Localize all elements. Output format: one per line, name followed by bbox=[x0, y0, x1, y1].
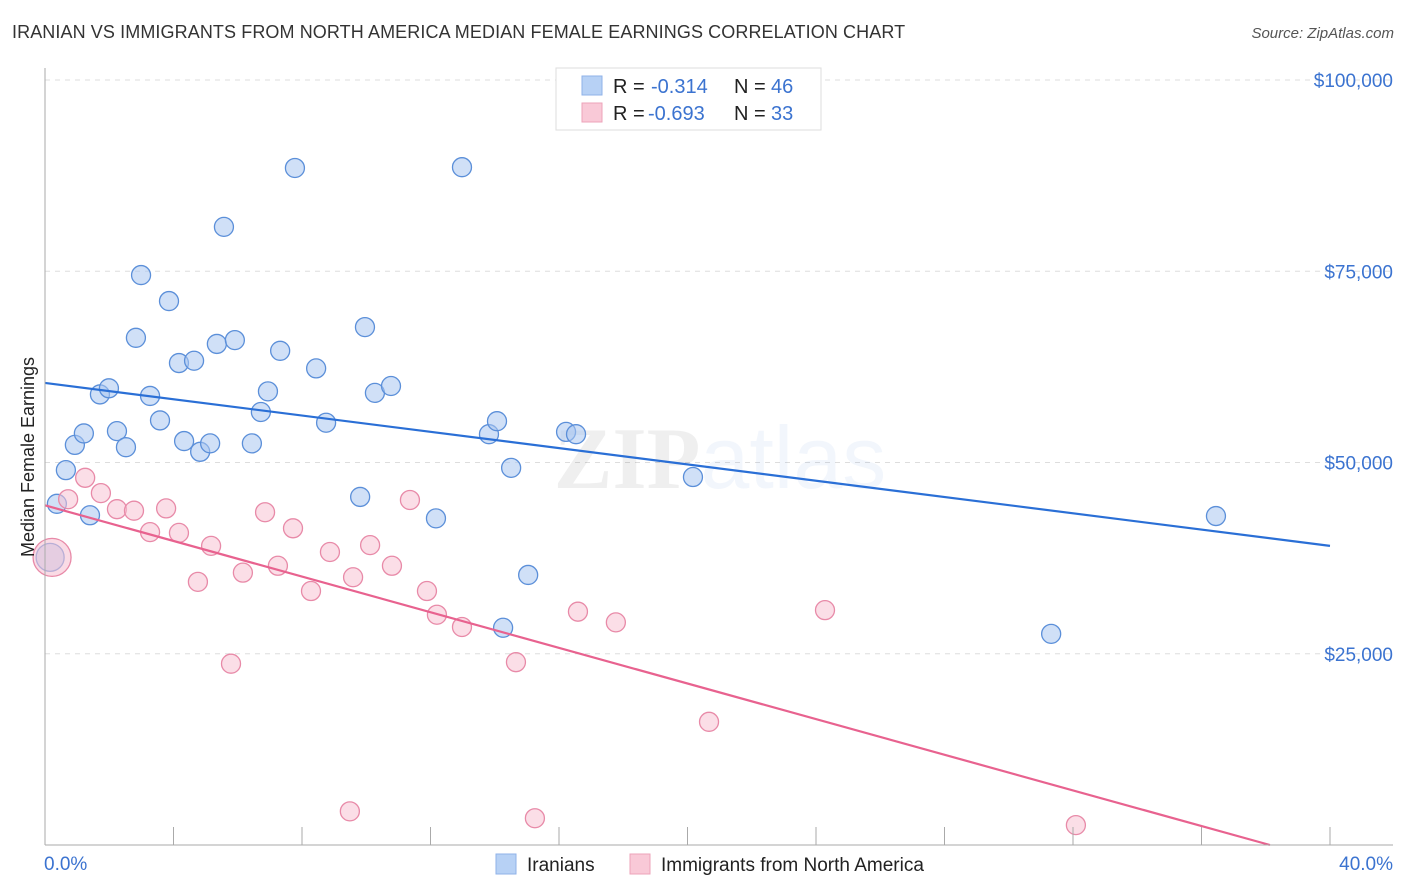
y-tick-label: $100,000 bbox=[1314, 71, 1393, 92]
data-point bbox=[130, 264, 152, 286]
stat-n-0: 46 bbox=[771, 76, 793, 98]
data-point bbox=[505, 652, 527, 673]
data-point bbox=[315, 412, 337, 433]
data-point bbox=[381, 555, 403, 576]
data-point bbox=[300, 580, 322, 602]
data-point bbox=[349, 486, 371, 508]
data-point bbox=[125, 327, 147, 348]
y-tick-label: $75,000 bbox=[1324, 262, 1393, 283]
data-point bbox=[73, 423, 95, 444]
data-point bbox=[814, 599, 836, 621]
stat-r-label-1: R = bbox=[613, 103, 645, 125]
data-point bbox=[106, 499, 128, 520]
data-point bbox=[359, 534, 381, 556]
data-point bbox=[106, 420, 128, 442]
series-legend: Iranians Immigrants from North America bbox=[495, 853, 924, 876]
data-point bbox=[158, 290, 180, 312]
data-point bbox=[220, 653, 242, 674]
data-point bbox=[500, 457, 522, 479]
data-point bbox=[57, 489, 79, 510]
data-point bbox=[524, 808, 546, 829]
data-point bbox=[492, 617, 514, 638]
legend-label-immigrants: Immigrants from North America bbox=[661, 855, 924, 876]
data-point bbox=[241, 433, 263, 454]
data-point bbox=[173, 430, 195, 452]
stat-n-1: 33 bbox=[771, 103, 793, 125]
data-point bbox=[187, 571, 209, 592]
data-point bbox=[605, 612, 627, 633]
y-tick-label: $25,000 bbox=[1324, 645, 1393, 666]
x-tick-label-min: 0.0% bbox=[44, 854, 87, 875]
data-point bbox=[232, 562, 254, 583]
data-point bbox=[155, 498, 177, 519]
chart-title: IRANIAN VS IMMIGRANTS FROM NORTH AMERICA… bbox=[12, 22, 906, 42]
legend-swatch-iranians bbox=[581, 75, 603, 96]
data-point bbox=[284, 157, 306, 179]
data-point bbox=[567, 601, 589, 622]
data-point bbox=[98, 378, 120, 399]
data-point bbox=[75, 467, 96, 488]
data-point bbox=[339, 801, 361, 822]
data-point bbox=[425, 508, 447, 529]
legend-key-immigrants bbox=[629, 853, 651, 875]
data-point bbox=[206, 333, 228, 355]
data-point bbox=[32, 537, 72, 578]
stat-r-0: -0.314 bbox=[651, 76, 708, 98]
legend-label-iranians: Iranians bbox=[527, 855, 595, 876]
data-point bbox=[90, 482, 112, 504]
data-point bbox=[305, 358, 327, 379]
data-point bbox=[342, 567, 364, 588]
data-point bbox=[1041, 623, 1062, 645]
trend-line bbox=[44, 381, 1331, 547]
data-point bbox=[565, 424, 587, 445]
data-point bbox=[1065, 814, 1087, 836]
stat-n-label-0: N = bbox=[734, 76, 766, 98]
trend-line bbox=[44, 504, 1271, 847]
data-point bbox=[698, 711, 720, 732]
data-point bbox=[380, 375, 402, 397]
data-point bbox=[682, 466, 704, 488]
data-point bbox=[213, 216, 235, 238]
data-point bbox=[270, 340, 291, 361]
data-point bbox=[282, 518, 304, 539]
legend-key-iranians bbox=[495, 853, 517, 875]
data-point bbox=[1205, 505, 1227, 527]
stat-r-1: -0.693 bbox=[648, 103, 705, 125]
stat-r-label-0: R = bbox=[613, 76, 645, 98]
data-point bbox=[257, 381, 279, 402]
y-axis-label: Median Female Earnings bbox=[18, 357, 38, 557]
data-point bbox=[354, 316, 376, 338]
data-point bbox=[199, 433, 221, 454]
y-tick-label: $50,000 bbox=[1324, 454, 1393, 475]
x-tick-label-max: 40.0% bbox=[1339, 854, 1393, 875]
data-point bbox=[399, 489, 421, 511]
data-point bbox=[149, 410, 171, 431]
data-point bbox=[319, 541, 341, 563]
chart-source: Source: ZipAtlas.com bbox=[1251, 25, 1394, 42]
watermark: ZIPatlas bbox=[554, 408, 887, 508]
data-point bbox=[416, 580, 438, 602]
data-point bbox=[224, 329, 246, 351]
stats-legend: R = -0.314 N = 46 R = -0.693 N = 33 bbox=[555, 67, 822, 131]
data-point bbox=[486, 411, 508, 432]
data-point bbox=[123, 500, 145, 521]
stat-n-label-1: N = bbox=[734, 103, 766, 125]
data-point bbox=[115, 437, 137, 458]
legend-swatch-immigrants bbox=[581, 102, 603, 123]
data-point bbox=[55, 459, 77, 481]
data-point bbox=[518, 564, 539, 586]
data-point bbox=[451, 157, 473, 178]
data-point bbox=[183, 350, 205, 371]
data-point bbox=[254, 502, 276, 523]
